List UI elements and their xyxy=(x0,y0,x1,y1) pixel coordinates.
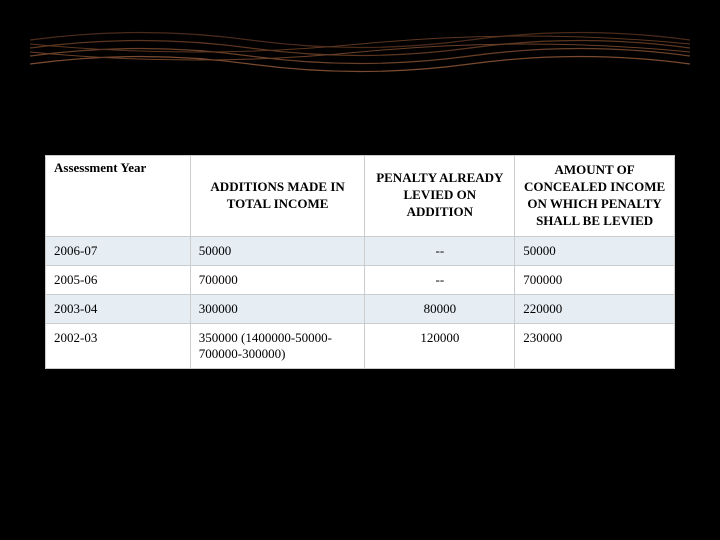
cell-penalty: -- xyxy=(365,236,515,265)
table-body: 2006-07 50000 -- 50000 2005-06 700000 --… xyxy=(46,236,675,368)
cell-concealed: 220000 xyxy=(515,294,675,323)
cell-year: 2006-07 xyxy=(46,236,191,265)
cell-additions: 50000 xyxy=(190,236,365,265)
header-concealed-income: AMOUNT OF CONCEALED INCOME ON WHICH PENA… xyxy=(515,156,675,237)
cell-penalty: 80000 xyxy=(365,294,515,323)
table-row: 2002-03 350000 (1400000-50000-700000-300… xyxy=(46,323,675,368)
table-row: 2006-07 50000 -- 50000 xyxy=(46,236,675,265)
cell-year: 2003-04 xyxy=(46,294,191,323)
cell-concealed: 230000 xyxy=(515,323,675,368)
header-assessment-year: Assessment Year xyxy=(46,156,191,237)
penalty-table-container: Assessment Year ADDITIONS MADE IN TOTAL … xyxy=(45,155,675,369)
table-row: 2005-06 700000 -- 700000 xyxy=(46,265,675,294)
cell-additions: 700000 xyxy=(190,265,365,294)
decorative-wave xyxy=(30,20,690,80)
cell-concealed: 700000 xyxy=(515,265,675,294)
cell-year: 2002-03 xyxy=(46,323,191,368)
table-row: 2003-04 300000 80000 220000 xyxy=(46,294,675,323)
cell-additions: 300000 xyxy=(190,294,365,323)
header-additions: ADDITIONS MADE IN TOTAL INCOME xyxy=(190,156,365,237)
header-penalty-levied: PENALTY ALREADY LEVIED ON ADDITION xyxy=(365,156,515,237)
table-header-row: Assessment Year ADDITIONS MADE IN TOTAL … xyxy=(46,156,675,237)
penalty-table: Assessment Year ADDITIONS MADE IN TOTAL … xyxy=(45,155,675,369)
cell-additions: 350000 (1400000-50000-700000-300000) xyxy=(190,323,365,368)
cell-year: 2005-06 xyxy=(46,265,191,294)
cell-concealed: 50000 xyxy=(515,236,675,265)
cell-penalty: 120000 xyxy=(365,323,515,368)
cell-penalty: -- xyxy=(365,265,515,294)
